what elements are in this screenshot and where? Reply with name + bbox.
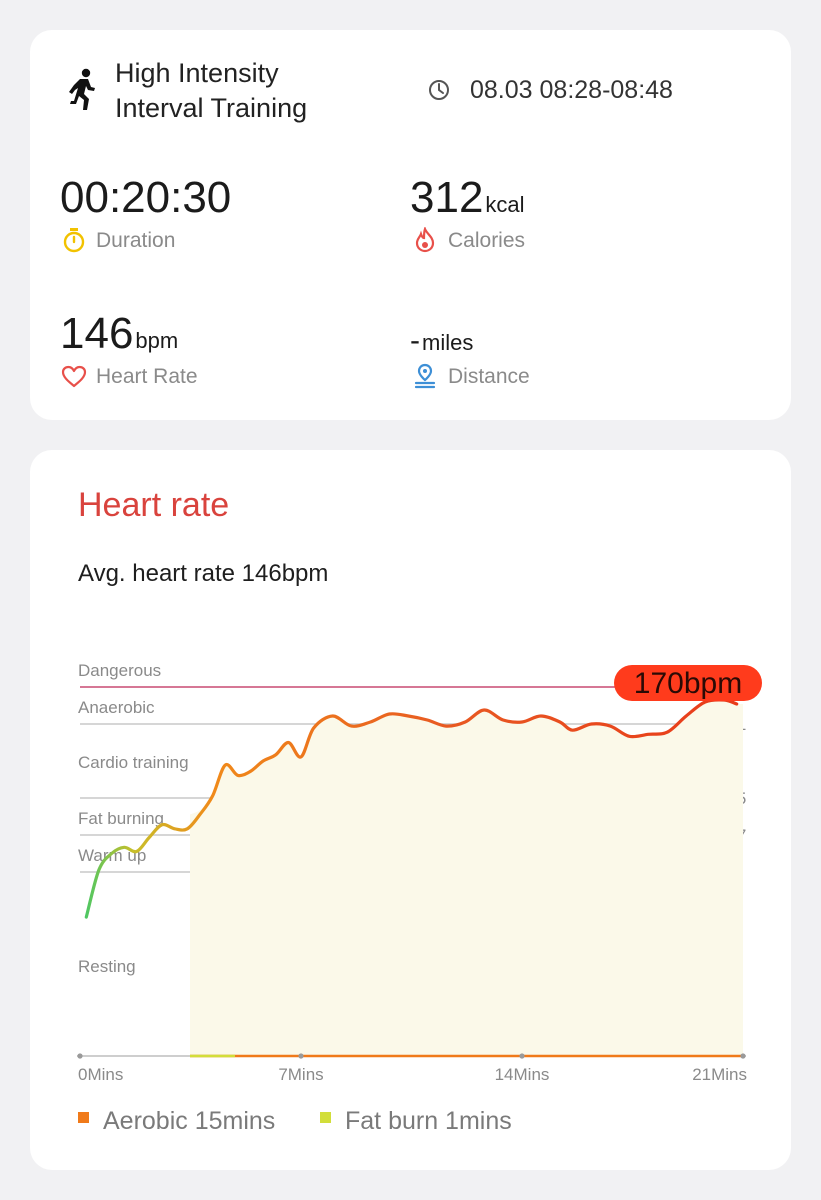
duration-number: 00:20:30: [60, 173, 232, 222]
calories-label: Calories: [448, 229, 526, 252]
route-pin-icon: [414, 363, 436, 389]
workout-summary-card: High Intensity Interval Training 08.03 0…: [30, 30, 791, 420]
heart-rate-series-line: [84, 698, 739, 919]
heart-rate-card: Heart rate Avg. heart rate 146bpm 161125…: [30, 450, 791, 1170]
zone-label-dangerous: Dangerous: [78, 661, 161, 680]
distance-label: Distance: [448, 365, 530, 388]
legend-aerobic: Aerobic 15mins: [78, 1107, 275, 1136]
distance-value: -miles: [410, 326, 473, 356]
heart-rate-label: Heart Rate: [96, 365, 198, 388]
heart-rate-value: 146bpm: [60, 312, 178, 356]
x-tick-dot-14: [519, 1053, 525, 1059]
x-tick-label-7: 7Mins: [278, 1065, 323, 1084]
calories-unit: kcal: [485, 192, 525, 217]
heart-rate-number: 146: [60, 309, 134, 358]
heart-rate-title: Heart rate: [78, 486, 230, 524]
duration-label: Duration: [96, 229, 176, 252]
max-heart-rate-badge-label: 170bpm: [634, 667, 742, 700]
distance-unit: miles: [422, 330, 474, 355]
workout-time-range: 08.03 08:28-08:48: [470, 76, 673, 104]
x-tick-label-21: 21Mins: [692, 1065, 747, 1084]
legend-fat-burn: Fat burn 1mins: [320, 1107, 512, 1136]
calories-value: 312kcal: [410, 176, 525, 220]
zone-label-fat-burning: Fat burning: [78, 809, 164, 828]
heart-rate-chart: 16112510789DangerousAnaerobicCardio trai…: [77, 661, 762, 1084]
x-tick-label-14: 14Mins: [495, 1065, 550, 1084]
stopwatch-icon: [63, 228, 85, 253]
distance-number: -: [410, 324, 420, 357]
legend-aerobic-swatch: [78, 1112, 89, 1123]
heart-icon: [61, 365, 87, 388]
legend-aerobic-label: Aerobic 15mins: [103, 1107, 276, 1135]
legend-fat-burn-label: Fat burn 1mins: [345, 1107, 512, 1135]
max-heart-rate-badge: [614, 665, 762, 701]
area-layer: [190, 699, 743, 1056]
zone-label-anaerobic: Anaerobic: [78, 698, 155, 717]
duration-value: 00:20:30: [60, 176, 233, 220]
x-tick-label-0: 0Mins: [78, 1065, 123, 1084]
flame-icon: [415, 227, 435, 253]
calories-number: 312: [410, 173, 484, 222]
aerobic-area: [190, 699, 743, 1056]
line-layer: [84, 698, 739, 919]
legend-fat-burn-swatch: [320, 1112, 331, 1123]
running-person-icon: [69, 68, 95, 110]
workout-title-line1: High Intensity: [115, 58, 279, 88]
zone-label-warm-up: Warm up: [78, 846, 146, 865]
x-tick-dot-7: [298, 1053, 304, 1059]
workout-title-line2: Interval Training: [115, 93, 308, 123]
axis-layer: 0Mins 7Mins 14Mins 21Mins: [77, 1053, 747, 1084]
x-tick-dot-0: [77, 1053, 83, 1059]
zone-label-cardio-training: Cardio training: [78, 753, 189, 772]
average-heart-rate: Avg. heart rate 146bpm: [78, 560, 329, 587]
heart-rate-unit: bpm: [135, 328, 179, 353]
clock-icon: [429, 80, 449, 100]
workout-title: High Intensity Interval Training: [115, 56, 307, 126]
badge-layer: 170bpm: [614, 665, 762, 701]
x-tick-dot-21: [740, 1053, 746, 1059]
zone-label-resting: Resting: [78, 957, 136, 976]
